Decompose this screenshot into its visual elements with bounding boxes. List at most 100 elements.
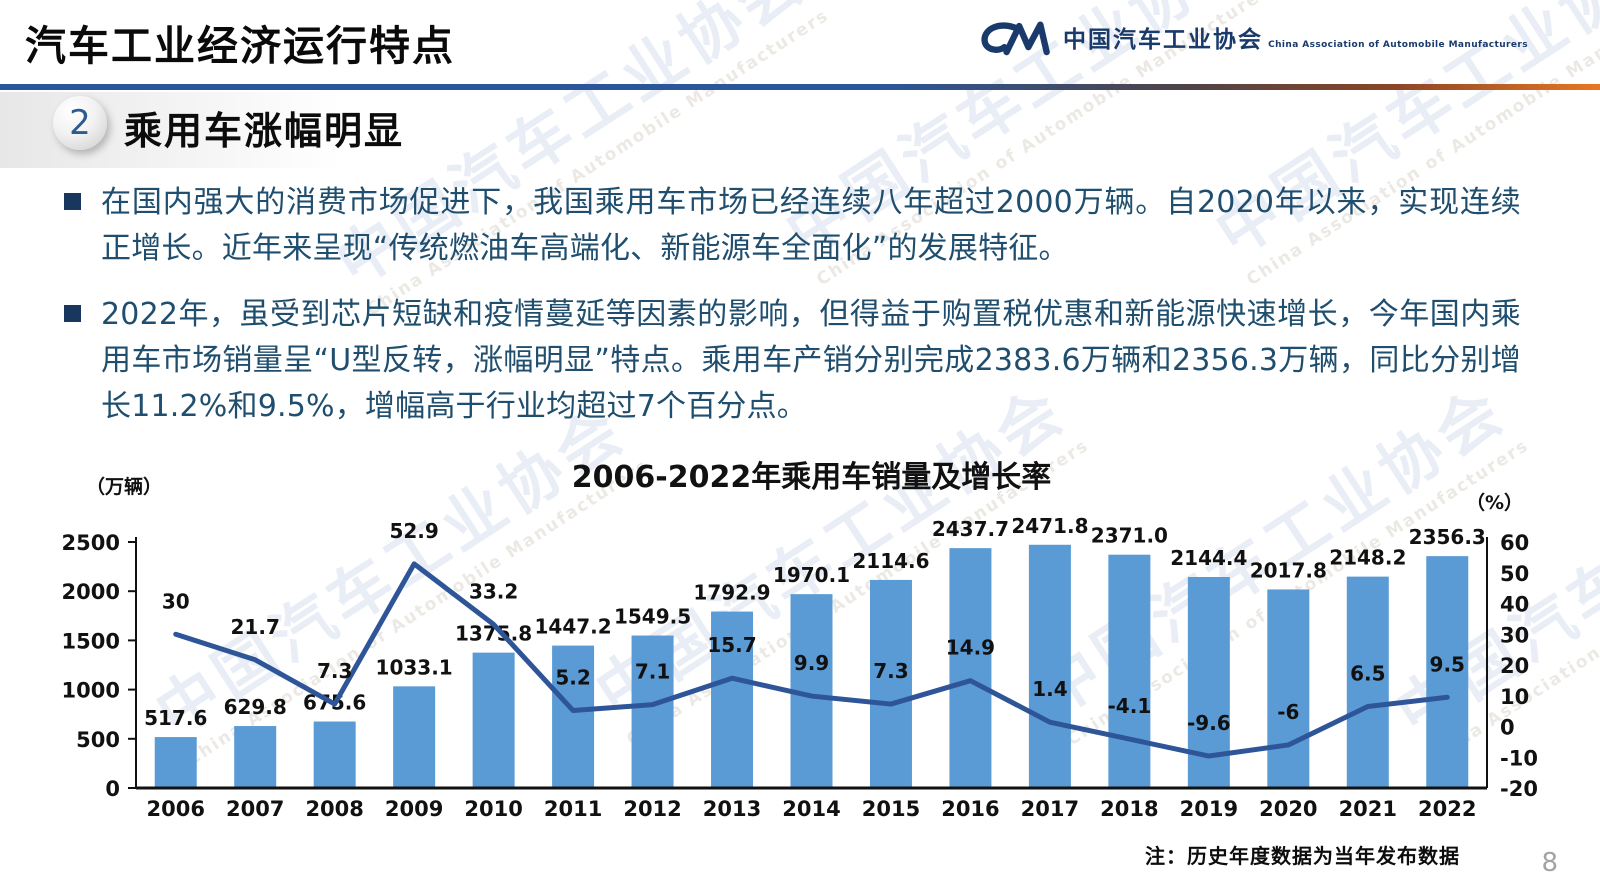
bar-2007: [234, 726, 277, 788]
logo-name-cn: 中国汽车工业协会: [1063, 27, 1263, 53]
bullet-square-icon: [64, 305, 81, 322]
x-axis-year-label: 2018: [1100, 797, 1158, 821]
line-value-label: 7.3: [317, 659, 352, 683]
caam-logo: 中国汽车工业协会 China Association of Automobile…: [977, 16, 1528, 64]
right-axis-tick-label: 0: [1500, 716, 1515, 740]
bar-2009: [393, 686, 436, 788]
bar-value-label: 629.8: [224, 695, 287, 719]
right-axis-tick-label: 10: [1500, 685, 1529, 709]
line-value-label: 21.7: [231, 615, 280, 639]
bar-2012: [631, 635, 674, 788]
bar-value-label: 1033.1: [376, 655, 453, 679]
left-axis-tick-label: 500: [76, 728, 120, 752]
line-value-label: 14.9: [946, 636, 995, 660]
bar-value-label: 2371.0: [1091, 524, 1168, 548]
line-value-label: 9.9: [794, 651, 829, 675]
right-axis-tick-label: -10: [1500, 746, 1538, 770]
chart-title: 2006-2022年乘用车销量及增长率: [572, 460, 1051, 495]
section-heading: 乘用车涨幅明显: [124, 109, 405, 153]
x-axis-year-label: 2008: [305, 797, 363, 821]
x-axis-year-label: 2016: [941, 797, 999, 821]
bar-value-label: 517.6: [144, 706, 207, 730]
page-title: 汽车工业经济运行特点: [25, 22, 455, 70]
line-value-label: 52.9: [389, 519, 438, 543]
line-value-label: 7.1: [635, 660, 670, 684]
line-value-label: -4.1: [1108, 694, 1152, 718]
line-value-label: 33.2: [469, 579, 518, 603]
bullet-item: 在国内强大的消费市场促进下，我国乘用车市场已经连续八年超过2000万辆。自202…: [64, 180, 1524, 272]
bullet-text: 在国内强大的消费市场促进下，我国乘用车市场已经连续八年超过2000万辆。自202…: [101, 185, 1521, 266]
line-value-label: -9.6: [1187, 711, 1231, 735]
x-axis-year-label: 2020: [1259, 797, 1317, 821]
section-number-badge: 2: [53, 96, 107, 150]
line-value-label: 15.7: [707, 633, 756, 657]
bar-value-label: 1447.2: [534, 615, 611, 639]
line-value-label: 7.3: [873, 659, 908, 683]
bar-value-label: 2471.8: [1011, 514, 1088, 538]
bar-2021: [1346, 576, 1389, 788]
x-axis-year-label: 2022: [1418, 797, 1476, 821]
left-axis-unit-label: （万辆）: [86, 475, 162, 498]
bar-2015: [869, 579, 912, 788]
bullet-item: 2022年，虽受到芯片短缺和疫情蔓延等因素的影响，但得益于购置税优惠和新能源快速…: [64, 292, 1524, 430]
caam-logo-text: 中国汽车工业协会 China Association of Automobile…: [1063, 27, 1528, 53]
x-axis-year-label: 2017: [1021, 797, 1079, 821]
bar-2018: [1108, 554, 1151, 788]
line-value-label: -6: [1277, 700, 1299, 724]
bar-2011: [552, 645, 595, 788]
x-axis-year-label: 2021: [1339, 797, 1397, 821]
left-axis-tick-label: 1000: [62, 679, 120, 703]
header-divider: [0, 84, 1600, 90]
bar-2017: [1028, 544, 1071, 788]
left-axis-tick-label: 1500: [62, 629, 120, 653]
x-axis-year-label: 2009: [385, 797, 443, 821]
x-axis-year-label: 2019: [1180, 797, 1238, 821]
bar-2016: [949, 548, 992, 788]
line-value-label: 5.2: [555, 666, 590, 690]
bar-2013: [711, 611, 754, 788]
x-axis-year-label: 2015: [862, 797, 920, 821]
line-value-label: 30: [162, 589, 190, 613]
left-axis-tick-label: 2000: [62, 580, 120, 604]
bar-value-label: 1792.9: [693, 581, 770, 605]
bar-value-label: 2148.2: [1329, 546, 1406, 570]
bar-value-label: 2114.6: [852, 549, 929, 573]
x-axis-year-label: 2013: [703, 797, 761, 821]
left-axis-tick-label: 0: [105, 777, 120, 801]
line-value-label: 1.4: [1032, 677, 1067, 701]
x-axis-year-label: 2006: [147, 797, 205, 821]
bar-value-label: 2356.3: [1409, 525, 1486, 549]
right-axis-unit-label: （%）: [1466, 491, 1523, 514]
line-value-label: 9.5: [1430, 652, 1465, 676]
sales-growth-chart: 0 500 1000 1500 2000 2500 -20 -10 0 10 20 30 40 50 60 2…: [62, 460, 1538, 821]
section-number: 2: [69, 103, 91, 143]
right-axis-tick-label: 20: [1500, 654, 1529, 678]
x-axis-year-label: 2010: [464, 797, 522, 821]
bar-2010: [472, 652, 515, 788]
line-value-label: 6.5: [1350, 662, 1385, 686]
bar-2020: [1267, 589, 1310, 788]
bar-2006: [154, 737, 197, 788]
bar-value-label: 2437.7: [932, 517, 1009, 541]
bar-value-label: 1970.1: [773, 563, 850, 587]
bullet-text: 2022年，虽受到芯片短缺和疫情蔓延等因素的影响，但得益于购置税优惠和新能源快速…: [101, 297, 1521, 424]
caam-logo-icon: [977, 16, 1053, 64]
right-axis-tick-label: 60: [1500, 531, 1529, 555]
bar-value-label: 1549.5: [614, 605, 691, 629]
bullet-square-icon: [64, 193, 81, 210]
footnote: 注：历史年度数据为当年发布数据: [1145, 844, 1460, 868]
x-axis-year-label: 2014: [782, 797, 840, 821]
growth-line: [173, 561, 1450, 759]
right-axis-tick-label: 50: [1500, 562, 1529, 586]
bar-value-label: 2017.8: [1250, 558, 1327, 582]
left-axis-tick-label: 2500: [62, 531, 120, 555]
bar-value-label: 2144.4: [1170, 546, 1247, 570]
bar-2008: [313, 721, 356, 788]
right-axis-tick-label: 40: [1500, 593, 1529, 617]
logo-name-en: China Association of Automobile Manufact…: [1268, 40, 1528, 50]
x-axis-year-label: 2011: [544, 797, 602, 821]
x-axis-year-label: 2007: [226, 797, 284, 821]
right-axis-tick-label: -20: [1500, 777, 1538, 801]
x-axis-year-label: 2012: [623, 797, 681, 821]
right-axis-tick-label: 30: [1500, 623, 1529, 647]
